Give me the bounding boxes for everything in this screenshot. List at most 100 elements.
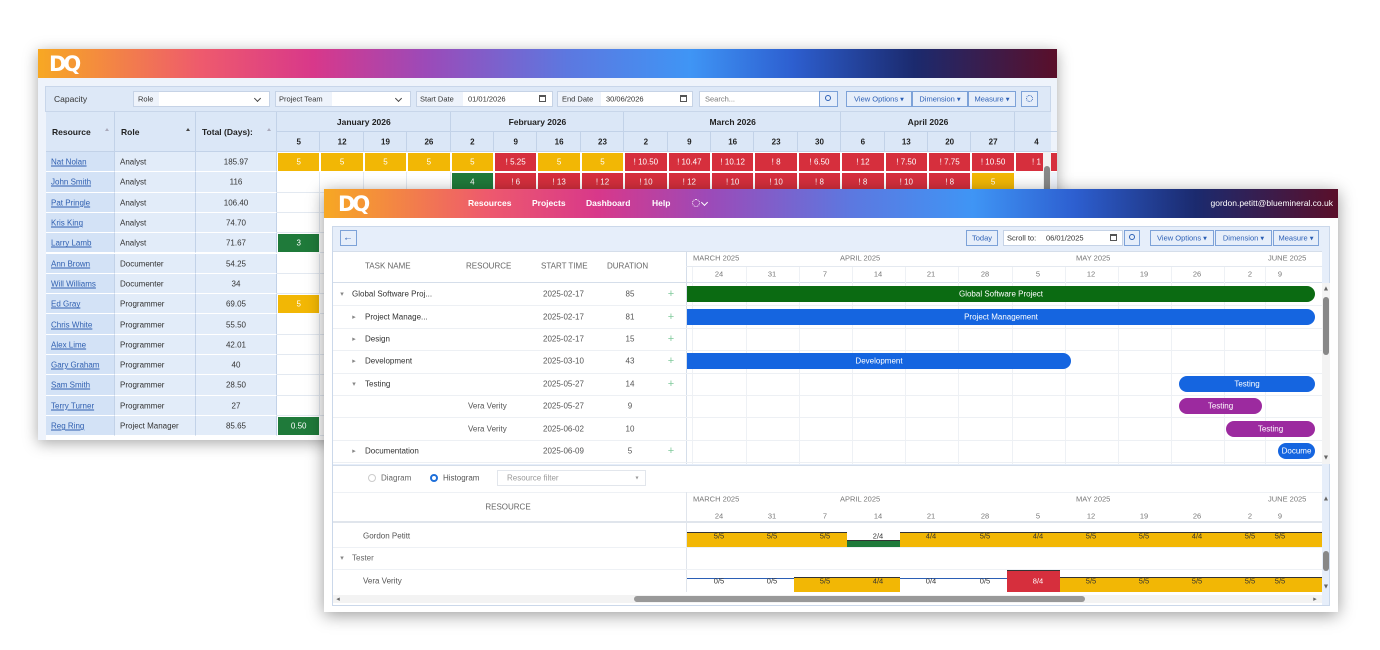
resource-link[interactable]: Chris White (51, 320, 93, 330)
resource-link[interactable]: Terry Turner (51, 401, 95, 411)
today-button[interactable] (966, 230, 998, 246)
resource-link[interactable]: Alex Lime (51, 340, 87, 350)
role-text: Analyst (120, 157, 147, 167)
add-task-button[interactable]: + (667, 377, 675, 390)
histogram-plot: 5/5 5/5 5/5 2/4 4/4 5/5 4/4 5/5 5/5 4/4 5/5 5/5 0/5 0… (686, 523, 1322, 593)
radio-label[interactable]: Diagram (381, 473, 412, 483)
add-task-button[interactable]: + (667, 288, 675, 301)
month-header (277, 112, 451, 132)
toolbar-button-label[interactable]: Dimension ▾ (1222, 233, 1265, 243)
task-duration: 14 (625, 379, 635, 389)
resource-link[interactable]: Pat Pringle (51, 198, 91, 208)
resource-cell (46, 395, 115, 416)
histogram-value: 4/4 (872, 576, 884, 586)
radio-label[interactable]: Histogram (443, 473, 480, 483)
back-button[interactable] (340, 230, 357, 246)
toolbar-button[interactable] (912, 91, 968, 107)
histogram-value: 4/4 (1191, 531, 1203, 541)
nav-link[interactable]: Projects (532, 198, 566, 208)
toolbar-button[interactable] (1273, 230, 1319, 246)
gantt-bar[interactable]: Project Management (687, 308, 1315, 325)
week-header (277, 132, 321, 152)
task-row-line (333, 350, 1322, 352)
histogram-radio[interactable] (430, 474, 438, 482)
task-name: Global Software Proj... (352, 289, 433, 299)
resource-link[interactable]: Ed Gray (51, 299, 81, 309)
expand-toggle[interactable]: ▸ (352, 313, 356, 321)
toolbar-button[interactable] (1150, 230, 1214, 246)
expand-toggle[interactable]: ▸ (352, 336, 356, 343)
total-text: 40 (231, 360, 241, 370)
task-name: Project Manage... (365, 312, 428, 322)
toolbar-button-label: Measure ▾ (974, 94, 1010, 104)
total-cell (196, 415, 277, 437)
capacity-cell (580, 152, 625, 173)
total-cell (196, 253, 277, 274)
capacity-value: 5 (426, 157, 432, 167)
role-text: Analyst (120, 238, 147, 248)
toolbar-button[interactable] (846, 91, 912, 107)
task-start: 2025-06-09 (543, 446, 584, 456)
grid-column-header: RESOURCE (466, 261, 512, 271)
week-label: 23 (598, 137, 607, 147)
gantt-bar[interactable]: Global Software Project (687, 286, 1315, 303)
today-label[interactable]: Today (971, 233, 993, 243)
histogram-bar (846, 539, 900, 547)
histogram-resource: Vera Verity (363, 576, 402, 586)
resource-link[interactable]: John Smith (51, 177, 92, 187)
resource-link[interactable]: Reg Ring (51, 421, 85, 431)
resource-link[interactable]: Larry Lamb (51, 238, 92, 248)
add-task-button[interactable]: + (667, 355, 675, 368)
task-start: 2025-05-27 (543, 379, 584, 389)
toolbar-button[interactable] (968, 91, 1016, 107)
gantt-bar[interactable]: Testing (1179, 398, 1262, 415)
add-task-button[interactable]: + (667, 310, 675, 323)
gantt-bar-label: Project Management (964, 312, 1038, 322)
resource-cell (46, 233, 115, 254)
resource-cell (46, 212, 115, 234)
settings-menu-icon[interactable] (692, 199, 700, 207)
expand-toggle[interactable]: ▸ (352, 448, 356, 455)
histogram-bar (899, 532, 953, 547)
scroll-up: ▲ (1322, 285, 1330, 293)
scroll-to-field[interactable] (1003, 230, 1123, 246)
resource-link[interactable]: Sam Smith (51, 380, 91, 390)
expand-toggle[interactable]: ▾ (340, 555, 344, 562)
add-task-button[interactable]: + (667, 333, 675, 345)
resource-link[interactable]: Kris King (51, 218, 84, 228)
gantt-bar[interactable]: Docume (1278, 443, 1315, 459)
toolbar-button-label[interactable]: View Options ▾ (1157, 233, 1207, 243)
gantt-bar[interactable]: Testing (1179, 375, 1315, 392)
gantt-bar[interactable]: Development (687, 353, 1071, 370)
role-filter[interactable] (133, 91, 270, 107)
diagram-radio[interactable] (368, 474, 376, 482)
histogram-bar (1260, 577, 1322, 592)
toolbar-button[interactable] (1215, 230, 1272, 246)
capacity-value: 5 (296, 299, 301, 309)
add-task-button[interactable]: + (667, 445, 675, 457)
toolbar-button-label[interactable]: Measure ▾ (1278, 233, 1314, 243)
resource-link[interactable]: Ann Brown (51, 259, 91, 269)
resource-link[interactable]: Nat Nolan (51, 157, 87, 167)
histogram-bar (1218, 577, 1260, 592)
resource-cell (46, 152, 115, 173)
gantt-bar-label: Testing (1207, 401, 1234, 411)
expand-toggle[interactable]: ▾ (352, 380, 356, 388)
expand-toggle[interactable]: ▸ (352, 358, 356, 366)
week-label: 5 (296, 137, 301, 147)
expand-toggle[interactable]: ▾ (340, 291, 344, 299)
scroll-thumb[interactable] (634, 596, 1085, 602)
resource-link[interactable]: Will Williams (51, 279, 96, 289)
resource-cell (46, 415, 115, 437)
gantt-bar[interactable]: Testing (1226, 420, 1315, 437)
capacity-cell (320, 152, 364, 173)
user-email[interactable]: gordon.petitt@bluemineral.co.uk (1210, 198, 1333, 208)
nav-link[interactable]: Resources (468, 198, 512, 208)
resource-link[interactable]: Gary Graham (51, 360, 100, 370)
resource-cell (46, 375, 115, 396)
capacity-value: 5 (339, 157, 345, 167)
nav-link[interactable]: Help (652, 198, 671, 208)
nav-link[interactable]: Dashboard (586, 198, 631, 208)
resource-filter[interactable] (497, 470, 646, 486)
calendar-icon (539, 95, 546, 102)
